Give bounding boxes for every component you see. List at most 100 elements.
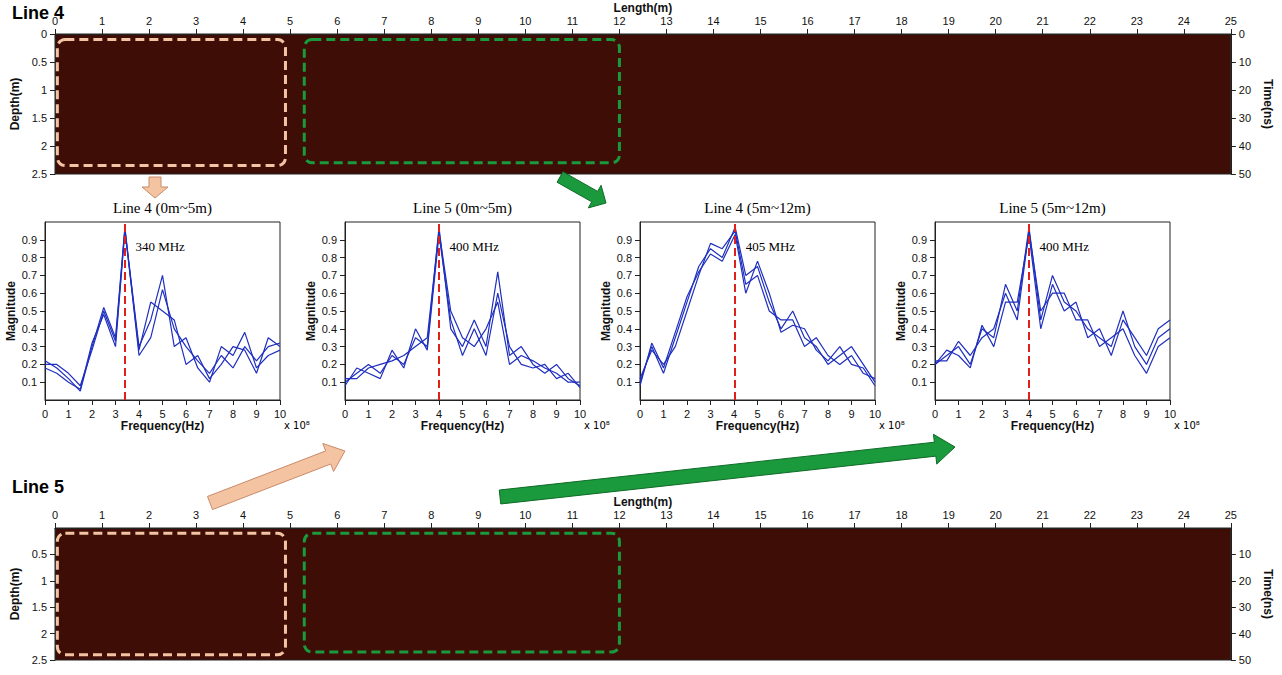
svg-text:0.7: 0.7 — [617, 269, 632, 281]
svg-text:0.6: 0.6 — [617, 287, 632, 299]
svg-text:x 10⁸: x 10⁸ — [1174, 420, 1200, 431]
svg-text:2.5: 2.5 — [32, 168, 47, 180]
svg-text:x 10⁸: x 10⁸ — [584, 420, 610, 431]
svg-text:10: 10 — [1239, 56, 1251, 68]
svg-text:0.1: 0.1 — [322, 376, 337, 388]
svg-text:3: 3 — [193, 509, 199, 521]
svg-text:0: 0 — [52, 15, 58, 27]
svg-text:9: 9 — [1143, 408, 1149, 420]
svg-text:4: 4 — [731, 408, 737, 420]
svg-text:9: 9 — [553, 408, 559, 420]
svg-text:8: 8 — [230, 408, 236, 420]
svg-text:0.1: 0.1 — [22, 376, 37, 388]
svg-text:25: 25 — [1225, 509, 1237, 521]
svg-text:10: 10 — [519, 509, 531, 521]
svg-text:13: 13 — [660, 15, 672, 27]
svg-text:0.2: 0.2 — [22, 358, 37, 370]
svg-text:15: 15 — [754, 15, 766, 27]
svg-text:20: 20 — [1239, 84, 1251, 96]
svg-text:0.1: 0.1 — [912, 376, 927, 388]
svg-text:10: 10 — [1164, 408, 1176, 420]
svg-text:15: 15 — [754, 509, 766, 521]
svg-text:2: 2 — [389, 408, 395, 420]
svg-text:0: 0 — [932, 408, 938, 420]
svg-text:1: 1 — [41, 84, 47, 96]
svg-text:18: 18 — [895, 15, 907, 27]
svg-text:19: 19 — [943, 15, 955, 27]
svg-text:0.5: 0.5 — [32, 548, 47, 560]
svg-text:Depth(m): Depth(m) — [8, 78, 22, 131]
svg-text:5: 5 — [287, 15, 293, 27]
svg-text:22: 22 — [1084, 509, 1096, 521]
svg-text:Depth(m): Depth(m) — [8, 568, 22, 621]
svg-text:7: 7 — [801, 408, 807, 420]
svg-text:3: 3 — [112, 408, 118, 420]
svg-text:3: 3 — [707, 408, 713, 420]
svg-text:40: 40 — [1239, 628, 1251, 640]
svg-text:0: 0 — [342, 408, 348, 420]
svg-text:0.9: 0.9 — [322, 234, 337, 246]
svg-text:7: 7 — [381, 15, 387, 27]
svg-text:0.7: 0.7 — [22, 269, 37, 281]
svg-text:0.6: 0.6 — [22, 287, 37, 299]
svg-text:6: 6 — [483, 408, 489, 420]
svg-text:400 MHz: 400 MHz — [450, 239, 500, 254]
svg-text:0.5: 0.5 — [912, 305, 927, 317]
svg-text:8: 8 — [428, 509, 434, 521]
svg-text:1: 1 — [99, 15, 105, 27]
svg-text:10: 10 — [1239, 548, 1251, 560]
svg-text:4: 4 — [240, 509, 246, 521]
svg-text:1: 1 — [365, 408, 371, 420]
svg-text:1.5: 1.5 — [32, 112, 47, 124]
svg-text:405 MHz: 405 MHz — [746, 239, 796, 254]
svg-text:30: 30 — [1239, 601, 1251, 613]
svg-text:5: 5 — [754, 408, 760, 420]
svg-text:Time(ns): Time(ns) — [1261, 569, 1275, 619]
svg-text:19: 19 — [943, 509, 955, 521]
svg-text:0.6: 0.6 — [912, 287, 927, 299]
svg-text:13: 13 — [660, 509, 672, 521]
svg-text:0: 0 — [41, 28, 47, 40]
svg-text:0.2: 0.2 — [322, 358, 337, 370]
svg-text:0: 0 — [52, 509, 58, 521]
svg-text:3: 3 — [1002, 408, 1008, 420]
svg-text:7: 7 — [1096, 408, 1102, 420]
svg-text:0.5: 0.5 — [32, 56, 47, 68]
svg-text:17: 17 — [848, 15, 860, 27]
svg-text:2: 2 — [146, 509, 152, 521]
svg-text:0.4: 0.4 — [617, 323, 632, 335]
svg-text:4: 4 — [240, 15, 246, 27]
svg-text:0: 0 — [1239, 28, 1245, 40]
svg-text:Line 5 (5m~12m): Line 5 (5m~12m) — [999, 200, 1105, 217]
svg-text:0.8: 0.8 — [322, 252, 337, 264]
svg-text:Line 4 (0m~5m): Line 4 (0m~5m) — [113, 200, 212, 217]
svg-text:Magnitude: Magnitude — [599, 281, 613, 341]
svg-text:16: 16 — [801, 15, 813, 27]
svg-text:10: 10 — [274, 408, 286, 420]
svg-text:0.4: 0.4 — [322, 323, 337, 335]
svg-text:7: 7 — [206, 408, 212, 420]
svg-text:10: 10 — [519, 15, 531, 27]
svg-text:40: 40 — [1239, 140, 1251, 152]
svg-text:0.5: 0.5 — [22, 305, 37, 317]
svg-text:0.5: 0.5 — [322, 305, 337, 317]
svg-text:5: 5 — [159, 408, 165, 420]
svg-text:6: 6 — [778, 408, 784, 420]
svg-text:1: 1 — [99, 509, 105, 521]
svg-text:2: 2 — [41, 628, 47, 640]
svg-text:0.2: 0.2 — [617, 358, 632, 370]
svg-text:9: 9 — [475, 15, 481, 27]
svg-text:Frequency(Hz): Frequency(Hz) — [716, 419, 799, 433]
svg-text:12: 12 — [613, 509, 625, 521]
svg-text:6: 6 — [334, 509, 340, 521]
svg-text:50: 50 — [1239, 168, 1251, 180]
svg-text:7: 7 — [506, 408, 512, 420]
svg-text:20: 20 — [990, 509, 1002, 521]
svg-text:Magnitude: Magnitude — [304, 281, 318, 341]
svg-text:24: 24 — [1178, 15, 1190, 27]
svg-text:7: 7 — [381, 509, 387, 521]
svg-text:x 10⁸: x 10⁸ — [879, 420, 905, 431]
svg-text:4: 4 — [136, 408, 142, 420]
svg-text:Length(m): Length(m) — [614, 495, 673, 509]
svg-text:0.4: 0.4 — [22, 323, 37, 335]
